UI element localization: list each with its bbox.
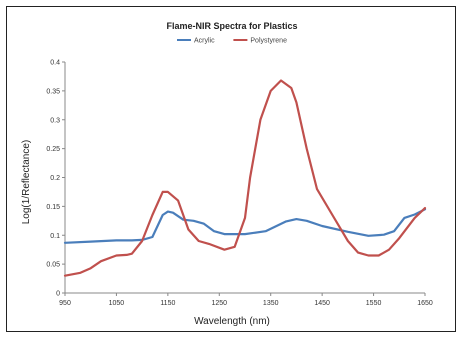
legend: Acrylic Polystyrene <box>177 38 287 45</box>
chart-title: Flame-NIR Spectra for Plastics <box>166 21 297 31</box>
x-axis-title: Wavelength (nm) <box>194 316 270 327</box>
y-tick-label: 0.35 <box>46 88 60 95</box>
y-tick-label: 0.4 <box>50 60 60 67</box>
x-tick-label: 950 <box>59 300 71 307</box>
y-tick-label: 0.25 <box>46 146 60 153</box>
plot-area: 0 0.05 0.1 0.15 0.2 0.25 0.3 0.35 0.4 950 1050 1150… <box>46 60 433 308</box>
x-tick-label: 1050 <box>109 300 125 307</box>
x-tick-label: 1550 <box>366 300 382 307</box>
x-tick-label: 1450 <box>314 300 330 307</box>
x-tick-label: 1350 <box>263 300 279 307</box>
chart-frame: Flame-NIR Spectra for Plastics Acrylic Po… <box>6 6 456 332</box>
y-tick-label: 0.1 <box>50 233 60 240</box>
y-tick-label: 0 <box>56 291 60 298</box>
x-tick-label: 1650 <box>417 300 433 307</box>
legend-label-acrylic: Acrylic <box>194 38 215 45</box>
y-tick-label: 0.2 <box>50 175 60 182</box>
x-tick-label: 1150 <box>160 300 175 307</box>
y-tick-label: 0.15 <box>46 204 60 211</box>
x-tick-label: 1250 <box>211 300 227 307</box>
line-chart: Flame-NIR Spectra for Plastics Acrylic Po… <box>21 21 433 327</box>
series-line-polystyrene <box>63 79 427 277</box>
y-tick-label: 0.05 <box>46 262 60 269</box>
series-line-acrylic <box>63 208 427 244</box>
y-tick-label: 0.3 <box>50 117 60 124</box>
legend-label-polystyrene: Polystyrene <box>250 38 287 45</box>
y-axis-title: Log(1/Reflectance) <box>21 140 32 225</box>
